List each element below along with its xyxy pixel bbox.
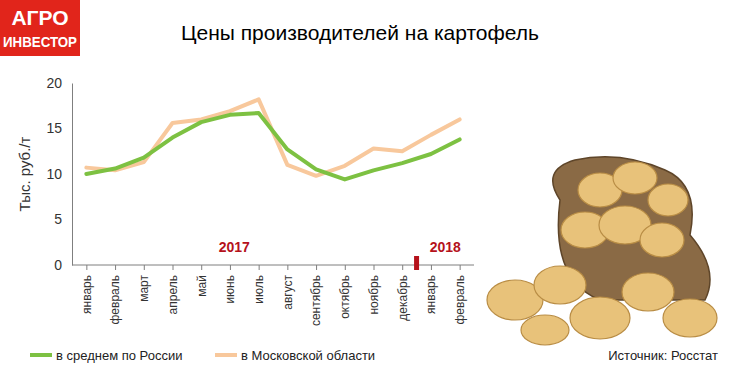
x-tick: январь (424, 265, 438, 314)
potato (521, 315, 569, 345)
x-tick-label: август (281, 275, 295, 310)
x-tick-label: февраль (453, 275, 467, 325)
potato (640, 223, 684, 257)
legend-label: в среднем по России (56, 348, 182, 363)
y-tick-label: 10 (46, 166, 62, 182)
annotation: 2018 (430, 239, 461, 255)
legend-label: в Московской области (241, 348, 375, 363)
x-tick-mark (230, 265, 231, 270)
x-tick-mark (173, 265, 174, 270)
x-tick: август (281, 265, 295, 310)
logo-text: АГРО (11, 6, 68, 29)
x-tick-mark (402, 265, 403, 270)
y-axis: 0 5 10 15 20 (46, 75, 72, 273)
x-tick: февраль (108, 265, 122, 325)
x-tick-mark (316, 265, 317, 270)
y-tick-label: 0 (54, 257, 62, 273)
x-axis: январь февраль март апрель майиюнь июль август… (72, 265, 474, 326)
x-tick-label: март (137, 275, 151, 302)
potato (570, 297, 630, 339)
x-tick-mark (460, 265, 461, 270)
potato (613, 162, 657, 194)
year-divider (414, 256, 419, 270)
potato (663, 299, 717, 337)
x-tick: май (195, 265, 209, 297)
x-tick-mark (287, 265, 288, 270)
plot-area (86, 99, 459, 179)
x-tick: апрель (166, 265, 180, 314)
x-tick-label: январь (424, 275, 438, 314)
x-tick-mark (144, 265, 145, 270)
y-tick: 0 (54, 257, 72, 273)
potato (622, 273, 674, 311)
logo-box (0, 0, 80, 56)
x-tick: октябрь (338, 265, 352, 319)
x-tick-label: декабрь (396, 275, 410, 321)
x-tick: сентябрь (309, 265, 323, 326)
x-tick: ноябрь (367, 265, 381, 315)
x-tick: декабрь (396, 265, 410, 321)
decoration (487, 157, 717, 345)
x-tick-label: октябрь (338, 275, 352, 319)
y-tick: 10 (46, 166, 72, 182)
x-tick-label: май (195, 275, 209, 297)
x-tick-label: апрель (166, 275, 180, 314)
x-tick-label: февраль (108, 275, 122, 325)
x-tick-label: июнь (223, 275, 237, 304)
x-tick-mark (374, 265, 375, 270)
x-tick-label: сентябрь (309, 275, 323, 326)
source: Источник: Росстат (608, 348, 718, 363)
y-tick: 20 (46, 75, 72, 91)
x-tick-mark (345, 265, 346, 270)
x-tick-mark (259, 265, 260, 270)
y-tick-label: 20 (46, 75, 62, 91)
x-tick-label: июль (252, 275, 266, 304)
y-axis-title: Тыс. руб./т (16, 136, 33, 211)
legend: в среднем по России в Московской области (30, 348, 375, 363)
potato (648, 184, 688, 216)
x-tick: июль (252, 265, 266, 304)
x-tick-label: январь (80, 275, 94, 314)
x-tick-label: ноябрь (367, 275, 381, 315)
x-tick: март (137, 265, 151, 302)
chart: АГРО ИНВЕСТОР Цены производителей на карто… (0, 0, 732, 375)
x-axis-line (72, 265, 474, 266)
annotation: 2017 (219, 239, 250, 255)
y-tick: 5 (54, 211, 72, 227)
x-tick-mark (431, 265, 432, 270)
series-line (86, 113, 459, 179)
logo-text: ИНВЕСТОР (3, 34, 77, 50)
x-tick-mark (201, 265, 202, 270)
x-tick: июнь (223, 265, 237, 304)
y-axis-line (72, 84, 73, 266)
y-tick-label: 5 (54, 211, 62, 227)
x-tick-mark (115, 265, 116, 270)
y-tick-label: 15 (46, 120, 62, 136)
y-tick: 15 (46, 120, 72, 136)
title: Цены производителей на картофель (181, 21, 539, 44)
x-tick: февраль (453, 265, 467, 325)
legend-swatch (30, 353, 52, 357)
x-tick-mark (86, 265, 87, 270)
legend-swatch (215, 353, 237, 357)
potato (534, 266, 586, 304)
x-tick: январь (80, 265, 94, 314)
